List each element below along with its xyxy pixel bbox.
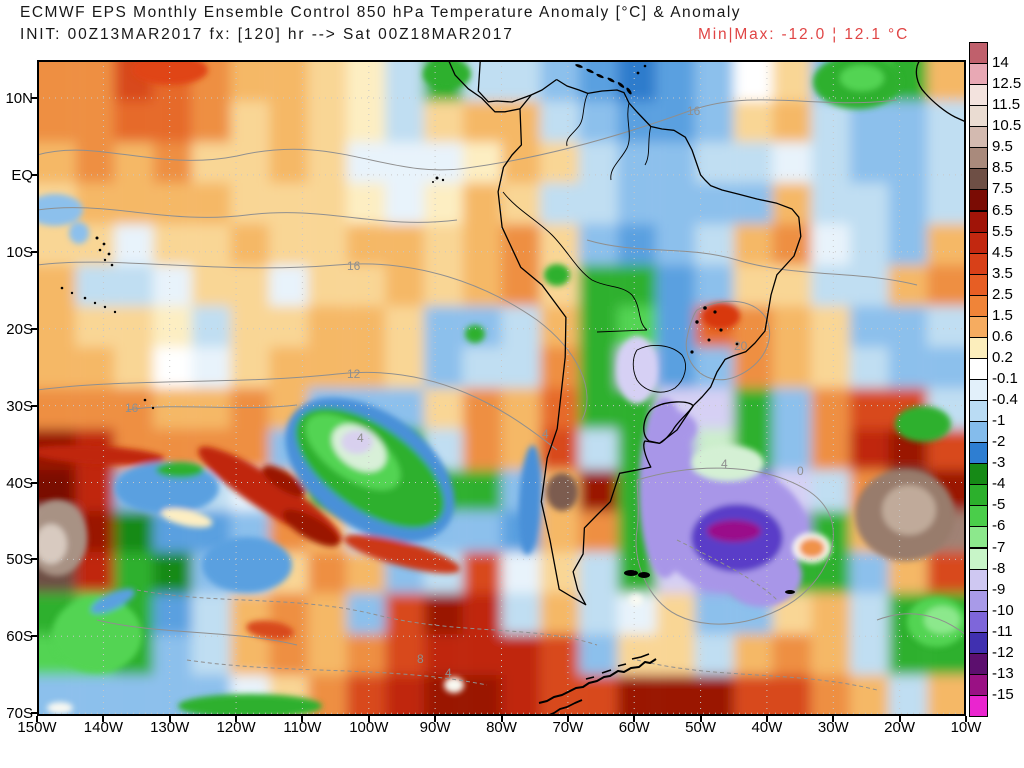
svg-text:0: 0 [797, 464, 804, 478]
svg-text:16: 16 [347, 259, 361, 273]
svg-text:8: 8 [417, 652, 424, 666]
svg-text:4: 4 [357, 431, 364, 445]
svg-text:4: 4 [445, 666, 452, 680]
svg-text:16: 16 [687, 104, 701, 118]
svg-text:20: 20 [734, 339, 748, 353]
svg-text:4: 4 [542, 427, 549, 441]
svg-text:4: 4 [721, 457, 728, 471]
svg-text:12: 12 [347, 367, 361, 381]
svg-text:16: 16 [125, 401, 139, 415]
